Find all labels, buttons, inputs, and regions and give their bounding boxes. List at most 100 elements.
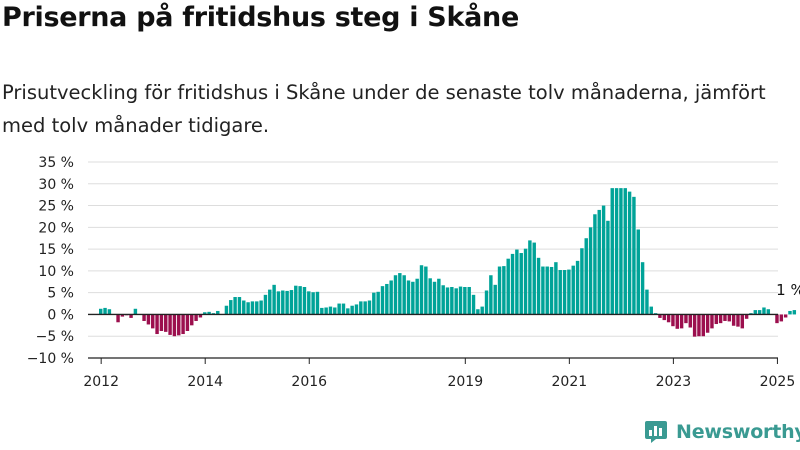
bar (285, 290, 289, 315)
bar (792, 310, 797, 315)
bar (701, 314, 705, 337)
bar (346, 308, 350, 315)
bar (411, 281, 415, 315)
bar (740, 314, 745, 329)
bar (315, 291, 320, 315)
bar (146, 314, 151, 325)
bar (779, 314, 784, 322)
x-tick-label: 2016 (291, 374, 327, 390)
bar (181, 314, 185, 335)
bar (619, 188, 623, 315)
bar (441, 285, 445, 315)
bar (164, 314, 168, 332)
bar (528, 240, 532, 315)
bar (233, 297, 237, 315)
bar (567, 269, 571, 315)
bar (766, 309, 771, 315)
bar (207, 311, 211, 315)
bar (350, 305, 354, 315)
bar (762, 307, 766, 315)
bar (99, 308, 103, 315)
bar (445, 287, 450, 315)
bar (237, 297, 242, 315)
bar (402, 275, 406, 315)
bar (484, 290, 489, 315)
bar (393, 275, 398, 315)
bar (406, 280, 411, 315)
bar (536, 257, 541, 315)
bar (467, 287, 471, 315)
bar (493, 284, 497, 315)
bar (432, 281, 437, 315)
bar (203, 312, 207, 315)
brand-logo: Newsworthy (644, 420, 800, 444)
bar (510, 253, 515, 315)
x-tick-label: 2019 (447, 374, 483, 390)
bar (133, 308, 138, 315)
bar (532, 242, 536, 315)
bar (458, 286, 463, 315)
y-tick-label: −5 % (36, 329, 74, 345)
bar (380, 286, 385, 315)
bar (727, 314, 732, 322)
bar (198, 314, 203, 318)
bar (385, 283, 389, 315)
bar (246, 302, 250, 315)
newsworthy-logo-icon (645, 421, 667, 443)
bar (107, 309, 112, 315)
page-title: Priserna på fritidshus steg i Skåne (2, 2, 519, 33)
bar (302, 287, 307, 315)
bar (671, 314, 675, 327)
bar (597, 209, 601, 315)
bar (593, 214, 597, 315)
y-tick-label: 10 % (38, 264, 74, 280)
y-tick-label: 35 % (38, 155, 74, 171)
bar (627, 191, 632, 315)
bar (398, 273, 402, 315)
last-value-label: 1 % (776, 281, 800, 299)
bar (476, 309, 480, 315)
x-axis: 2012 2014 2016 2019 2021 2023 2025 (83, 313, 795, 390)
bar (311, 292, 315, 315)
bar-series (99, 188, 797, 337)
annotations: 1 % (776, 281, 800, 299)
bar (515, 249, 519, 315)
bar (255, 301, 259, 315)
bar (623, 188, 627, 315)
bar (268, 289, 272, 315)
bar (606, 220, 610, 315)
bar (705, 314, 710, 333)
x-tick-label: 2012 (83, 374, 119, 390)
y-tick-label: 0 % (47, 307, 74, 323)
bar (281, 290, 285, 315)
bar (294, 285, 298, 315)
bar (506, 258, 510, 315)
bar-chart: −10 %−5 %0 %5 %10 %15 %20 %25 %30 %35 % … (27, 155, 800, 390)
bar (172, 314, 177, 337)
bar (640, 262, 645, 315)
bar (744, 314, 749, 319)
bar (549, 266, 554, 315)
bar (190, 314, 194, 326)
bar (320, 307, 324, 315)
bar (367, 300, 372, 315)
bar (363, 301, 367, 315)
bar (151, 314, 155, 329)
bar (103, 307, 107, 315)
bar (333, 307, 337, 315)
bar (710, 314, 714, 329)
bar (645, 289, 649, 315)
bar (636, 229, 640, 315)
bar (159, 314, 164, 331)
bar (666, 314, 671, 323)
y-tick-label: 15 % (38, 242, 74, 258)
y-tick-label: 5 % (47, 286, 74, 302)
bar (185, 314, 190, 331)
bar (463, 287, 467, 315)
bar (554, 262, 558, 315)
bar (502, 266, 506, 315)
bar (679, 314, 684, 329)
bar (610, 188, 614, 315)
bar (216, 310, 220, 315)
bar (783, 314, 788, 318)
